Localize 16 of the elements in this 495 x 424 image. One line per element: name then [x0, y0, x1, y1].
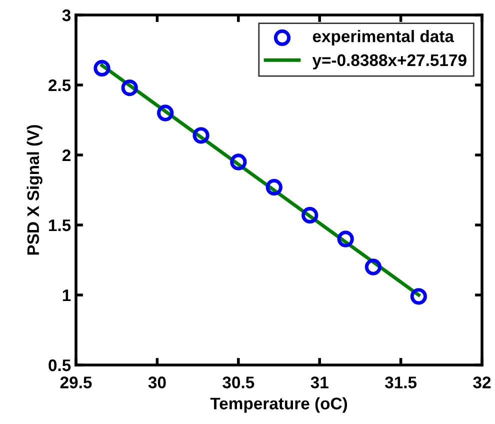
y-tick-label: 2: [62, 149, 70, 162]
y-tick-label: 3: [62, 9, 71, 22]
y-tick-label: 0.5: [48, 359, 71, 372]
y-tick-label: 1.5: [49, 220, 71, 232]
y-axis-title: PSD X Signal (V): [26, 125, 42, 255]
x-tick-label: 30.5: [222, 376, 254, 388]
y-tick-label: 2.5: [48, 79, 71, 92]
x-tick-label: 32: [473, 376, 491, 388]
y-tick-label: 1: [62, 290, 71, 302]
legend-label: y=-0.8388x+27.5179: [312, 54, 466, 70]
x-tick-label: 31: [310, 376, 328, 388]
x-tick-label: 30: [148, 376, 166, 388]
x-tick-label: 29.5: [60, 376, 92, 388]
x-tick-label: 31.5: [384, 376, 417, 388]
x-axis-title: Temperature (oC): [210, 397, 348, 413]
legend-label: experimental data: [312, 30, 454, 46]
